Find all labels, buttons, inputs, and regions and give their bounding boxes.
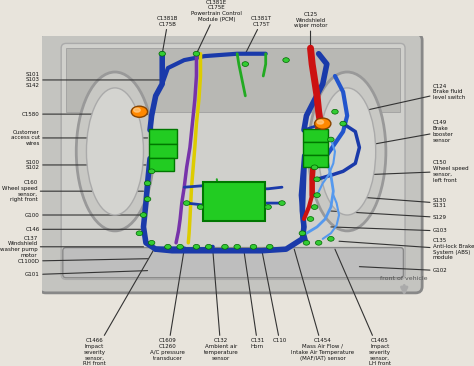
Text: S129: S129	[331, 211, 447, 220]
Text: C1454
Mass Air Flow /
Intake Air Temperature
(MAF/IAT) sensor: C1454 Mass Air Flow / Intake Air Tempera…	[291, 249, 354, 361]
Ellipse shape	[332, 109, 338, 114]
Ellipse shape	[144, 181, 151, 186]
Text: G100: G100	[25, 213, 142, 217]
Ellipse shape	[314, 193, 320, 198]
Text: C132
Ambient air
temperature
sensor: C132 Ambient air temperature sensor	[203, 249, 238, 361]
Ellipse shape	[76, 72, 154, 231]
FancyBboxPatch shape	[39, 34, 422, 293]
Text: front of vehicle: front of vehicle	[381, 276, 428, 281]
Ellipse shape	[315, 118, 331, 129]
Ellipse shape	[222, 244, 228, 249]
Ellipse shape	[319, 88, 376, 215]
Text: C1100D: C1100D	[18, 259, 147, 264]
Text: Customer
access cut
wires: Customer access cut wires	[11, 130, 147, 146]
Text: G102: G102	[359, 267, 447, 273]
Ellipse shape	[340, 121, 346, 126]
Ellipse shape	[193, 51, 200, 56]
FancyBboxPatch shape	[149, 129, 177, 143]
Text: C125
Windshield
wiper motor: C125 Windshield wiper motor	[294, 12, 327, 52]
Ellipse shape	[250, 244, 257, 249]
Ellipse shape	[311, 165, 318, 170]
FancyBboxPatch shape	[303, 129, 328, 142]
Ellipse shape	[266, 244, 273, 249]
Text: C149
Brake
booster
sensor: C149 Brake booster sensor	[356, 120, 454, 147]
Ellipse shape	[303, 240, 310, 245]
Ellipse shape	[144, 197, 151, 202]
Text: C137
Windshield
washer pump
motor: C137 Windshield washer pump motor	[0, 236, 144, 258]
FancyBboxPatch shape	[149, 143, 177, 158]
Ellipse shape	[317, 120, 324, 124]
Text: C1381T
C175T: C1381T C175T	[246, 16, 272, 54]
Ellipse shape	[315, 240, 322, 245]
FancyBboxPatch shape	[303, 154, 328, 167]
Ellipse shape	[193, 244, 200, 249]
Ellipse shape	[299, 231, 306, 236]
Ellipse shape	[140, 213, 147, 217]
Text: C146: C146	[26, 227, 141, 232]
Text: G101: G101	[25, 270, 147, 277]
Ellipse shape	[283, 58, 289, 63]
Ellipse shape	[159, 51, 165, 56]
Text: C110: C110	[262, 249, 287, 343]
FancyBboxPatch shape	[149, 158, 173, 171]
Ellipse shape	[314, 177, 320, 182]
FancyBboxPatch shape	[61, 44, 405, 279]
Ellipse shape	[309, 72, 386, 231]
FancyBboxPatch shape	[203, 182, 265, 221]
Text: C124
Brake fluid
level switch: C124 Brake fluid level switch	[359, 83, 465, 112]
Text: C1381E
C175E
Powertrain Control
Module (PCM): C1381E C175E Powertrain Control Module (…	[191, 0, 242, 54]
Ellipse shape	[279, 201, 285, 205]
Text: C1466
Impact
severity
sensor,
RH front: C1466 Impact severity sensor, RH front	[83, 249, 154, 366]
Ellipse shape	[205, 244, 212, 249]
Ellipse shape	[148, 169, 155, 174]
Text: C1381B
C175B: C1381B C175B	[157, 16, 179, 54]
Text: S100
S102: S100 S102	[26, 160, 146, 170]
Text: C135
Anti-lock Brake
System (ABS)
module: C135 Anti-lock Brake System (ABS) module	[339, 238, 474, 260]
FancyBboxPatch shape	[66, 48, 400, 112]
Text: G103: G103	[331, 227, 447, 234]
Ellipse shape	[197, 205, 204, 209]
FancyBboxPatch shape	[63, 247, 403, 278]
Ellipse shape	[183, 201, 190, 205]
Text: S101
S103
S142: S101 S103 S142	[26, 72, 162, 88]
Text: C160
Wheel speed
sensor,
right front: C160 Wheel speed sensor, right front	[2, 180, 144, 202]
Ellipse shape	[148, 240, 155, 245]
Text: S130
S131: S130 S131	[333, 195, 447, 209]
Ellipse shape	[307, 217, 314, 221]
Ellipse shape	[134, 108, 140, 112]
Text: C1465
Impact
severity
sensor,
LH front: C1465 Impact severity sensor, LH front	[335, 249, 391, 366]
Ellipse shape	[177, 244, 183, 249]
Ellipse shape	[164, 244, 171, 249]
Text: C150
Wheel speed
sensor,
left front: C150 Wheel speed sensor, left front	[351, 160, 468, 183]
FancyBboxPatch shape	[303, 142, 328, 154]
Ellipse shape	[311, 205, 318, 209]
Ellipse shape	[265, 205, 272, 209]
Ellipse shape	[86, 88, 144, 215]
Ellipse shape	[242, 62, 248, 67]
Ellipse shape	[131, 106, 147, 117]
Ellipse shape	[328, 236, 334, 241]
Ellipse shape	[234, 244, 240, 249]
Ellipse shape	[136, 231, 143, 236]
Ellipse shape	[328, 137, 334, 142]
Text: C1609
C1260
A/C pressure
transducer: C1609 C1260 A/C pressure transducer	[150, 249, 185, 361]
Text: C131
Horn: C131 Horn	[244, 249, 264, 349]
Text: C1580: C1580	[22, 112, 147, 117]
